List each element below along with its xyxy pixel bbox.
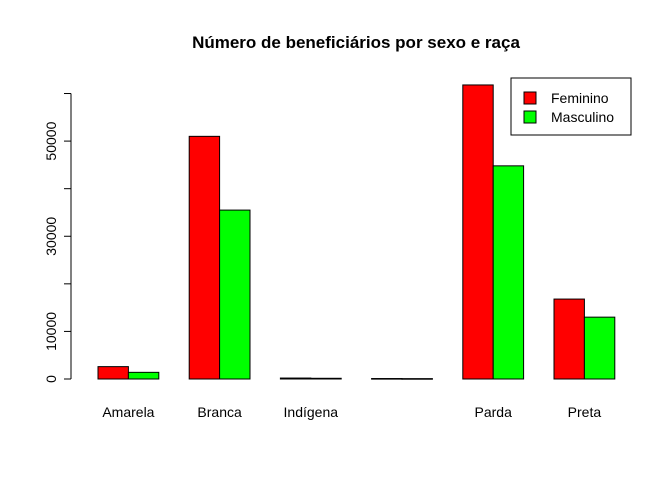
bar-feminino-parda (462, 84, 494, 380)
y-tick-label: 0 (43, 375, 59, 383)
bar-feminino-preta (553, 298, 585, 380)
x-category-label: Indígena (284, 404, 339, 420)
legend-label: Feminino (551, 90, 609, 106)
x-category-label: Preta (568, 404, 602, 420)
chart-title: Número de beneficiários por sexo e raça (192, 33, 520, 52)
bar-masculino-preta (583, 316, 616, 380)
bar-masculino-unnamed (401, 378, 433, 380)
y-tick-label: 50000 (43, 121, 59, 160)
bar-feminino-branca (188, 135, 221, 380)
legend-swatch (523, 91, 537, 105)
y-axis: 0 10000 30000 50000 (43, 93, 72, 383)
bar-feminino-unnamed (371, 378, 403, 380)
x-category-label: Parda (475, 404, 513, 420)
y-tick-label: 30000 (43, 217, 59, 256)
bar-feminino-indígena (279, 377, 312, 380)
bar-masculino-branca (219, 209, 251, 380)
legend: Feminino Masculino (510, 77, 632, 136)
bar-masculino-parda (492, 165, 525, 380)
bar-masculino-amarela (127, 371, 160, 380)
legend-box (510, 77, 632, 136)
legend-swatch (523, 110, 537, 124)
bar-feminino-amarela (97, 366, 129, 380)
x-category-label: Amarela (102, 404, 154, 420)
bars-group (97, 84, 616, 380)
y-tick-label: 10000 (43, 312, 59, 351)
bar-masculino-indígena (310, 377, 342, 380)
legend-label: Masculino (551, 109, 614, 125)
x-axis-labels: Amarela Branca Indígena Parda Preta (102, 404, 601, 420)
x-category-label: Branca (197, 404, 242, 420)
